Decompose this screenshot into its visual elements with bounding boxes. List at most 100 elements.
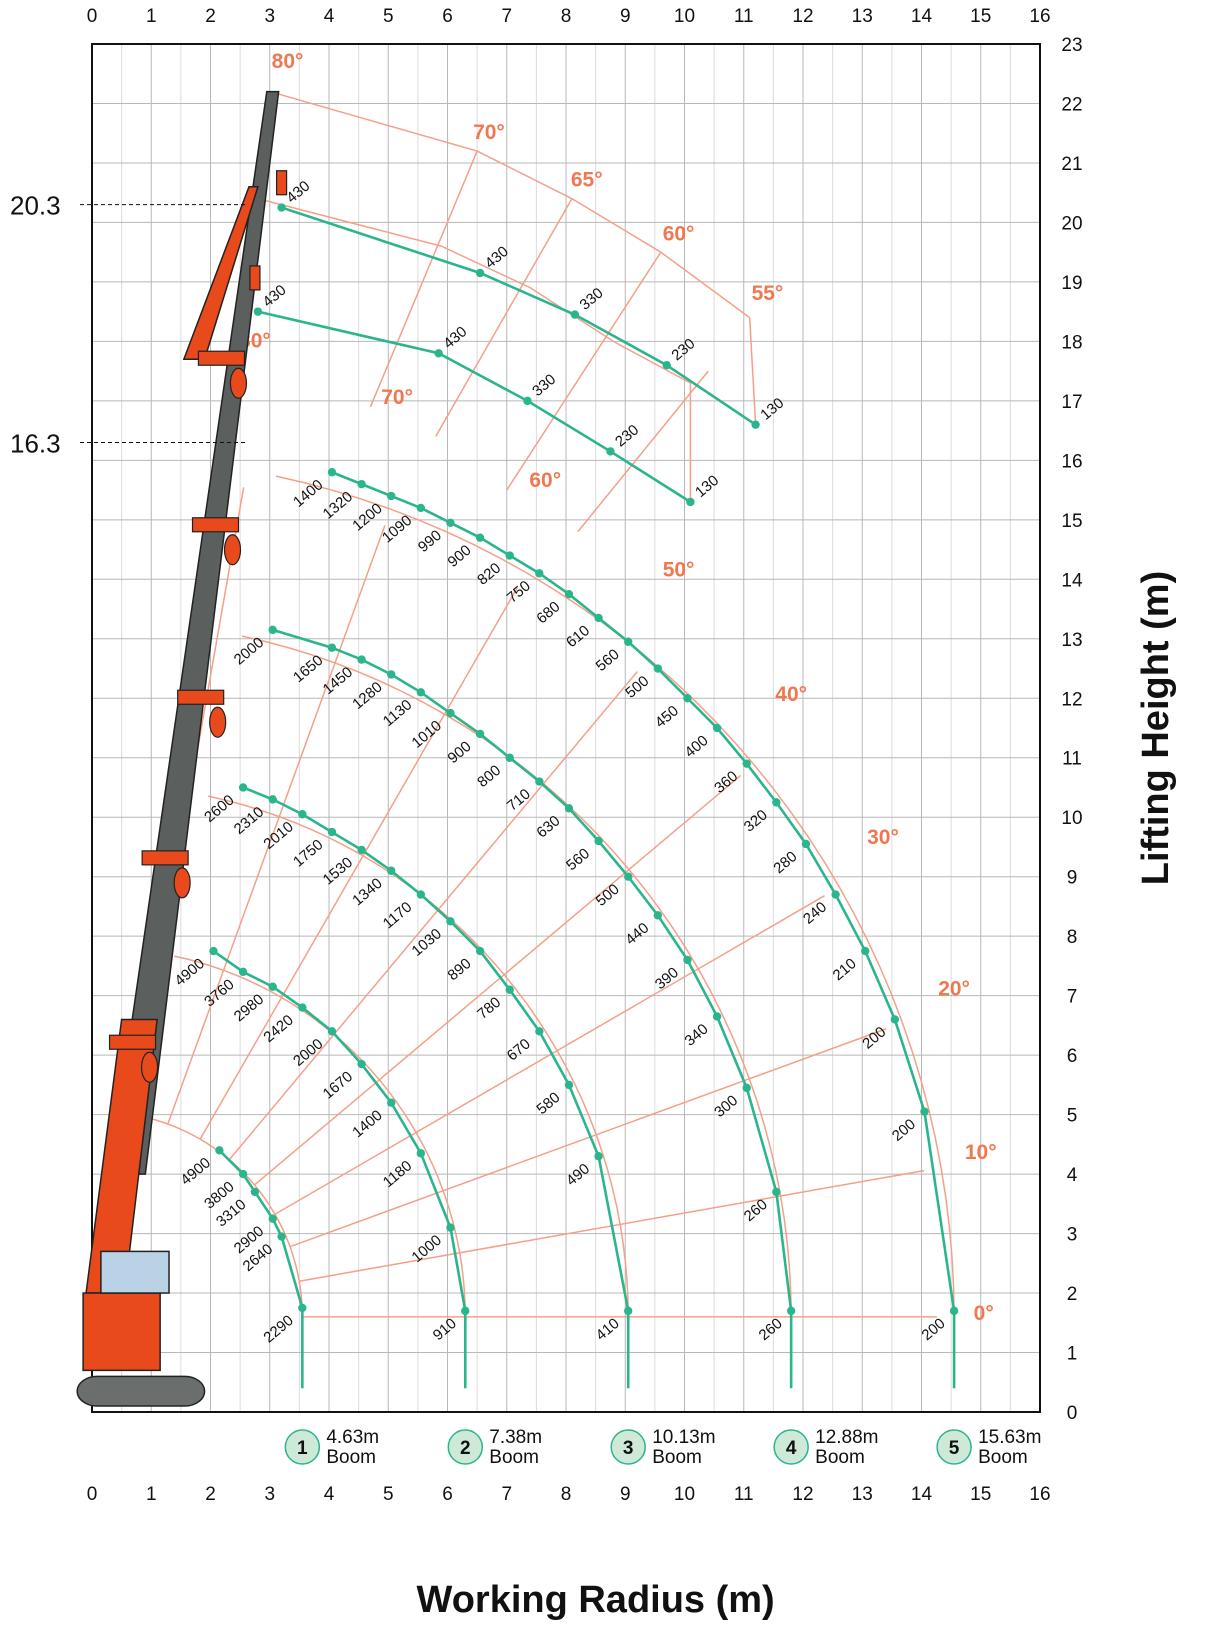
angle-label: 60° [529, 469, 561, 492]
load-label: 4900 [172, 955, 208, 989]
height-marker: 20.3 [10, 191, 61, 221]
load-label: 1000 [409, 1232, 445, 1266]
y-tick: 18 [1061, 332, 1082, 353]
load-curve [272, 628, 793, 1389]
x-tick-bottom: 16 [1029, 1484, 1050, 1505]
x-tick-bottom: 15 [970, 1484, 991, 1505]
load-point [298, 1303, 307, 1313]
load-label: 360 [711, 768, 741, 797]
angle-arc [269, 90, 751, 319]
x-tick-top: 11 [734, 6, 754, 27]
angle-line [199, 587, 519, 1140]
load-point [564, 589, 574, 599]
boom-pulley [191, 517, 240, 533]
load-label: 2420 [260, 1012, 296, 1046]
load-point [268, 982, 277, 991]
crane-body [82, 1292, 161, 1372]
angle-label: 60° [663, 222, 695, 245]
y-tick: 11 [1062, 749, 1082, 770]
load-label: 260 [741, 1196, 771, 1225]
x-tick-top: 9 [620, 6, 631, 27]
load-point [594, 836, 603, 846]
load-point [786, 1306, 796, 1316]
load-point [253, 307, 263, 316]
angle-line [254, 774, 742, 1186]
load-label: 990 [415, 527, 445, 556]
angle-line [274, 895, 825, 1215]
load-point [535, 777, 544, 786]
boom-number: 1 [297, 1438, 308, 1459]
load-label: 1130 [380, 696, 416, 730]
boom-angle-lines: 80°70°65°60°55°80°70°60°50°40°30°20°10°0… [132, 50, 997, 1325]
load-point [475, 268, 485, 278]
load-label: 410 [593, 1315, 623, 1344]
load-point [446, 917, 455, 926]
load-label: 340 [682, 1021, 712, 1050]
load-point [683, 955, 692, 965]
boom-number-badge [447, 1429, 484, 1465]
y-tick: 21 [1061, 154, 1082, 175]
load-label: 130 [757, 395, 787, 424]
y-tick: 13 [1061, 630, 1082, 651]
x-tick-top: 16 [1029, 6, 1050, 27]
y-tick: 16 [1061, 451, 1082, 472]
load-point [890, 1015, 900, 1024]
x-tick-top: 4 [324, 6, 335, 27]
load-label: 1340 [349, 875, 385, 909]
load-point [742, 759, 751, 768]
y-tick: 14 [1061, 570, 1083, 591]
load-label: 1530 [320, 854, 356, 888]
load-label: 3760 [201, 976, 237, 1010]
load-label: 670 [504, 1035, 534, 1064]
load-point [416, 688, 426, 697]
x-tick-bottom: 1 [146, 1484, 157, 1505]
x-tick-bottom: 12 [792, 1484, 813, 1505]
load-point [416, 1149, 426, 1158]
x-tick-top: 10 [674, 6, 695, 27]
load-point [653, 664, 663, 673]
x-tick-top: 14 [911, 6, 933, 27]
load-point [357, 1059, 366, 1069]
load-point [564, 804, 574, 813]
boom-word: Boom [978, 1447, 1028, 1468]
boom-number-badge [773, 1429, 809, 1465]
y-tick: 12 [1061, 689, 1082, 710]
load-point [387, 866, 396, 875]
load-label: 580 [533, 1089, 563, 1118]
load-label: 450 [652, 702, 682, 731]
load-point [861, 946, 870, 956]
boom-number: 5 [949, 1438, 960, 1459]
boom-pulley [108, 1034, 157, 1050]
angle-arc [275, 475, 955, 1317]
x-tick-bottom: 5 [383, 1484, 394, 1505]
boom-number-badge [610, 1429, 646, 1465]
load-label: 710 [504, 786, 534, 815]
load-point [505, 985, 514, 994]
angle-label: 70° [473, 121, 505, 144]
cab [100, 1250, 170, 1294]
x-tick-bottom: 14 [911, 1484, 933, 1505]
load-point [742, 1083, 751, 1093]
load-point [712, 723, 722, 733]
angle-arc [174, 955, 467, 1317]
axis-ticks: 0011223344556677889910101111121213131414… [10, 6, 1083, 1505]
load-point [357, 845, 366, 855]
angle-label: 80° [272, 50, 304, 73]
load-point [434, 349, 443, 358]
boom-number: 3 [623, 1438, 634, 1459]
x-tick-top: 3 [264, 6, 275, 27]
load-label: 680 [533, 598, 563, 627]
y-tick: 19 [1061, 273, 1082, 294]
boom-pulley [177, 689, 225, 705]
x-tick-bottom: 9 [620, 1484, 631, 1505]
load-label: 560 [593, 646, 623, 675]
angle-label: 10° [965, 1141, 997, 1164]
load-label: 500 [622, 673, 652, 702]
load-point [624, 637, 633, 646]
angle-line [167, 525, 386, 1125]
y-tick: 17 [1061, 392, 1082, 413]
hook-block [229, 367, 248, 399]
x-tick-bottom: 6 [442, 1484, 453, 1505]
